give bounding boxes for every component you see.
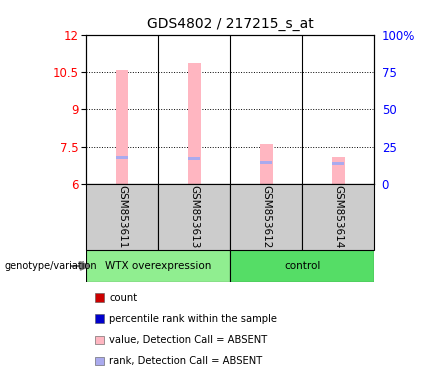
Text: value, Detection Call = ABSENT: value, Detection Call = ABSENT (109, 335, 267, 345)
Text: GSM853613: GSM853613 (189, 185, 199, 249)
Text: count: count (109, 293, 137, 303)
Text: GSM853614: GSM853614 (333, 185, 343, 249)
Text: control: control (284, 261, 320, 271)
Bar (302, 184, 374, 250)
Bar (86, 250, 230, 282)
Bar (188, 157, 200, 160)
Text: percentile rank within the sample: percentile rank within the sample (109, 314, 277, 324)
Title: GDS4802 / 217215_s_at: GDS4802 / 217215_s_at (147, 17, 313, 31)
Text: genotype/variation: genotype/variation (4, 261, 97, 271)
Bar (332, 157, 344, 184)
Bar (116, 156, 128, 159)
Bar (158, 184, 230, 250)
Text: rank, Detection Call = ABSENT: rank, Detection Call = ABSENT (109, 356, 262, 366)
Bar (230, 184, 302, 250)
Bar (260, 144, 273, 184)
Text: GSM853612: GSM853612 (261, 185, 271, 249)
Bar (187, 63, 200, 184)
Bar (260, 161, 272, 164)
Text: GSM853611: GSM853611 (117, 185, 127, 249)
Bar (332, 162, 344, 166)
Bar (116, 70, 129, 184)
Text: WTX overexpression: WTX overexpression (105, 261, 211, 271)
Bar (86, 184, 158, 250)
Bar (230, 250, 374, 282)
